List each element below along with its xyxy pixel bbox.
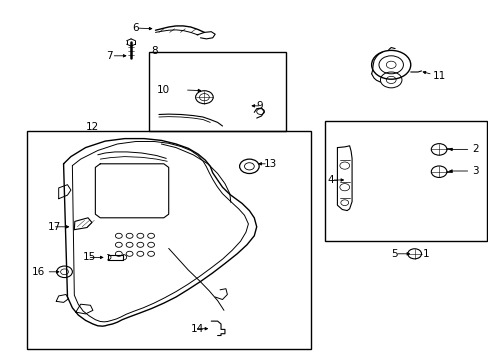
Text: 4: 4 bbox=[327, 175, 334, 185]
Text: 2: 2 bbox=[471, 144, 478, 154]
Text: 11: 11 bbox=[432, 71, 445, 81]
Text: 13: 13 bbox=[264, 159, 277, 169]
Text: 9: 9 bbox=[256, 101, 263, 111]
Text: 14: 14 bbox=[190, 324, 203, 334]
Bar bbox=[27, 131, 310, 349]
Text: 17: 17 bbox=[48, 222, 61, 232]
Text: 7: 7 bbox=[106, 51, 113, 61]
Text: 16: 16 bbox=[32, 267, 45, 277]
Text: 5: 5 bbox=[390, 249, 397, 259]
Text: 12: 12 bbox=[85, 122, 99, 132]
Bar bbox=[149, 52, 285, 131]
Text: 8: 8 bbox=[151, 46, 158, 56]
Bar bbox=[325, 121, 486, 241]
Text: 10: 10 bbox=[156, 85, 169, 95]
Text: 15: 15 bbox=[83, 252, 96, 262]
Text: 3: 3 bbox=[471, 166, 478, 176]
Text: 6: 6 bbox=[132, 23, 139, 33]
Text: 1: 1 bbox=[422, 249, 429, 259]
